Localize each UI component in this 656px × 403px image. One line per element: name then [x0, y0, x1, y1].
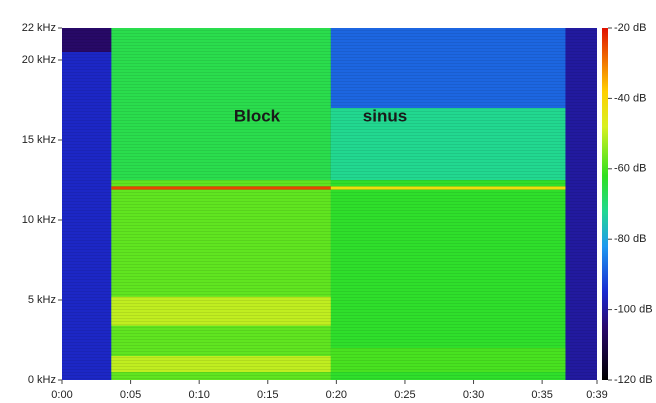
y-tick-label: 10 kHz: [22, 214, 56, 226]
x-tick-label: 0:20: [326, 389, 347, 401]
x-tick-label: 0:15: [257, 389, 278, 401]
annotation: Block: [234, 106, 281, 125]
x-tick-label: 0:10: [188, 389, 209, 401]
y-tick-label: 5 kHz: [28, 294, 56, 306]
colorbar-tick-label: -40 dB: [614, 92, 646, 104]
x-tick-label: 0:00: [51, 389, 72, 401]
y-tick-label: 0 kHz: [28, 374, 56, 386]
annotation: sinus: [363, 106, 407, 125]
x-tick-label: 0:35: [531, 389, 552, 401]
x-tick-label: 0:05: [120, 389, 141, 401]
chart: 0:00 0:05 0:10 0:15 0:20 0:25 0:30 0:35 0:39 0 kH…: [0, 0, 656, 403]
colorbar-tick-label: -100 dB: [614, 304, 653, 316]
x-tick-label: 0:30: [463, 389, 484, 401]
colorbar-tick-label: -120 dB: [614, 374, 653, 386]
page: 0:00 0:05 0:10 0:15 0:20 0:25 0:30 0:35 0:39 0 kH…: [0, 0, 656, 403]
colorbar: [602, 28, 608, 380]
x-tick-label: 0:25: [394, 389, 415, 401]
colorbar-tick-label: -80 dB: [614, 233, 646, 245]
x-tick-label: 0:39: [586, 389, 607, 401]
colorbar-tick-label: -20 dB: [614, 22, 646, 34]
plot-area: [62, 28, 597, 380]
y-tick-label: 20 kHz: [22, 54, 56, 66]
y-tick-label: 22 kHz: [22, 22, 56, 34]
texture: [62, 28, 597, 380]
y-tick-label: 15 kHz: [22, 134, 56, 146]
colorbar-tick-label: -60 dB: [614, 163, 646, 175]
